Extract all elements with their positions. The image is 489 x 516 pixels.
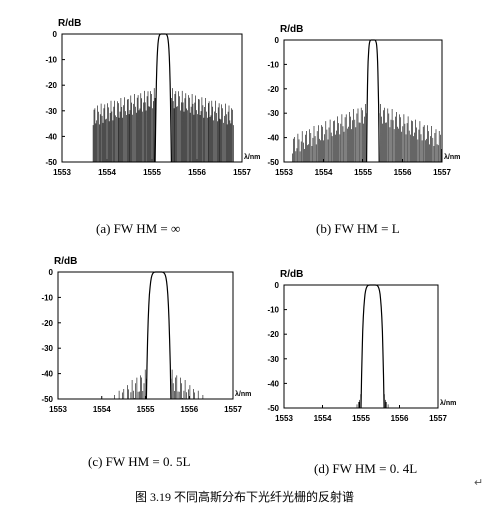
y-tick-label: -10 [267, 60, 279, 69]
x-tick-label: 1554 [98, 168, 116, 177]
y-tick-label: -40 [41, 370, 53, 379]
y-tick-label: -50 [45, 158, 57, 167]
y-tick-label: 0 [275, 281, 280, 290]
sidelobe-lines [114, 369, 204, 399]
y-axis-label: R/dB [58, 18, 81, 29]
y-tick-label: 0 [275, 36, 280, 45]
sidelobe-lines [356, 394, 389, 408]
x-tick-label: 1554 [314, 414, 332, 423]
x-tick-label: 1557 [429, 414, 447, 423]
x-tick-label: 1553 [49, 405, 67, 414]
y-tick-label: -10 [45, 56, 57, 65]
y-tick-label: -40 [267, 379, 279, 388]
y-tick-label: -40 [267, 134, 279, 143]
y-tick-label: -50 [267, 158, 279, 167]
y-tick-label: 0 [49, 268, 54, 277]
x-axis-label: λ/nm [235, 390, 251, 398]
y-axis-label: R/dB [280, 269, 303, 280]
y-axis-label: R/dB [280, 24, 303, 35]
spectrum-series [356, 284, 389, 409]
chart-panel-b: 0 -10 -20 -30 -40 -50 1553 1554 1555 1556 1557 R/dB… [250, 0, 489, 190]
y-tick-label: -20 [45, 81, 57, 90]
y-tick-label: -20 [267, 85, 279, 94]
x-axis-label: λ/nm [440, 399, 456, 407]
main-lobe-line [145, 271, 172, 400]
x-tick-label: 1555 [143, 168, 161, 177]
x-tick-label: 1556 [188, 168, 206, 177]
chart-b-caption: (b) FW HM = L [316, 221, 400, 236]
x-tick-label: 1553 [275, 414, 293, 423]
y-tick-label: -10 [267, 306, 279, 315]
sidelobe-lines [292, 104, 442, 162]
main-lobe-line [366, 39, 380, 163]
y-tick-label: -40 [45, 132, 57, 141]
sidelobe-lines [92, 88, 234, 162]
spectrum-series [292, 39, 442, 163]
x-tick-label: 1557 [224, 405, 242, 414]
x-tick-label: 1555 [352, 414, 370, 423]
y-tick-label: -30 [267, 109, 279, 118]
y-tick-label: -20 [267, 330, 279, 339]
y-tick-label: -30 [45, 107, 57, 116]
chart-panel-c: 0 -10 -20 -30 -40 -50 1553 1554 1555 1556 1557 R/dB… [0, 250, 251, 430]
y-tick-label: -50 [267, 404, 279, 413]
paragraph-mark: ↵ [474, 477, 484, 489]
chart-panel-a: 0 -10 -20 -30 -40 -50 1553 1554 1555 1556 1557 R/dB… [0, 0, 260, 190]
y-tick-label: -50 [41, 395, 53, 404]
x-axis-label: λ/nm [244, 153, 260, 161]
x-tick-label: 1554 [93, 405, 111, 414]
y-tick-label: -30 [267, 355, 279, 364]
y-axis-label: R/dB [54, 256, 77, 267]
chart-d-caption: (d) FW HM = 0. 4L [314, 461, 418, 476]
main-lobe-line [154, 33, 172, 163]
y-tick-label: -10 [41, 293, 53, 302]
spectrum-series [114, 271, 204, 400]
x-tick-label: 1557 [433, 168, 451, 177]
figure-caption: 图 3.19 不同高斯分布下光纤光栅的反射谱 [134, 490, 354, 504]
spectrum-series [92, 33, 234, 163]
x-tick-label: 1554 [315, 168, 333, 177]
y-tick-label: 0 [53, 30, 58, 39]
x-tick-label: 1556 [391, 414, 409, 423]
x-tick-label: 1556 [394, 168, 412, 177]
x-tick-label: 1555 [354, 168, 372, 177]
y-tick-label: -20 [41, 319, 53, 328]
x-tick-label: 1555 [137, 405, 155, 414]
plot-frame [61, 33, 243, 163]
x-tick-label: 1553 [275, 168, 293, 177]
chart-panel-d: 0 -10 -20 -30 -40 -50 1553 1554 1555 1556 1557 R/dB… [250, 250, 489, 440]
x-tick-label: 1553 [53, 168, 71, 177]
main-lobe-line [360, 284, 385, 409]
x-tick-label: 1557 [233, 168, 251, 177]
chart-c-caption: (c) FW HM = 0. 5L [88, 454, 191, 469]
y-tick-label: -30 [41, 344, 53, 353]
x-tick-label: 1556 [180, 405, 198, 414]
chart-a-caption: (a) FW HM = ∞ [96, 221, 181, 236]
x-axis-label: λ/nm [444, 153, 460, 161]
